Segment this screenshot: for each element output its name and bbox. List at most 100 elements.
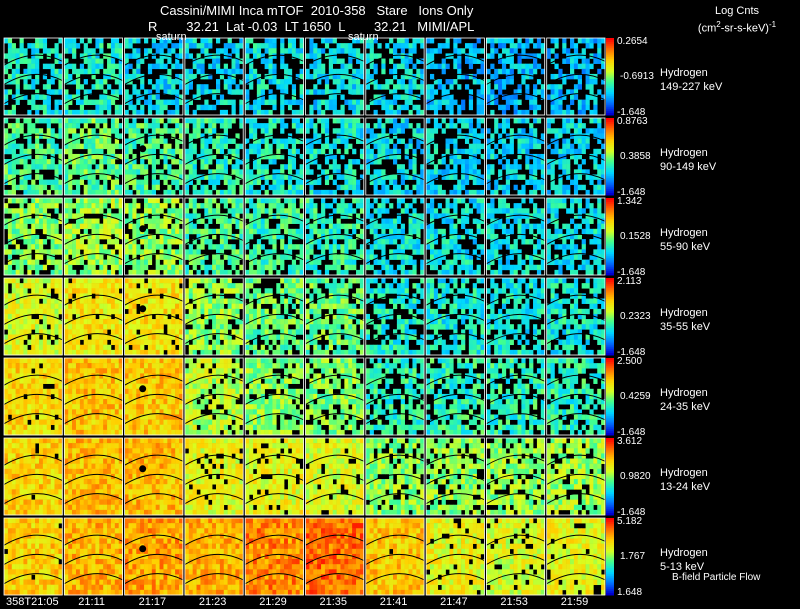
pixel-cell xyxy=(219,244,225,250)
pixel-cell xyxy=(31,58,36,64)
pixel-cell xyxy=(429,228,435,235)
pixel-cell xyxy=(393,73,398,80)
pixel-cell xyxy=(453,189,458,196)
pixel-cell xyxy=(272,68,277,75)
pixel-cell xyxy=(416,179,421,186)
image-panel xyxy=(425,197,485,276)
pixel-cell xyxy=(400,228,405,235)
pixel-cell xyxy=(396,123,402,129)
pixel-cell xyxy=(348,58,353,64)
pixel-cell xyxy=(227,179,232,186)
pixel-cell xyxy=(385,79,390,85)
pixel-cell xyxy=(317,79,322,85)
pixel-cell xyxy=(140,164,145,170)
pixel-cell xyxy=(50,249,55,255)
pixel-cell xyxy=(42,104,48,111)
pixel-cell xyxy=(577,148,582,155)
pixel-cell xyxy=(110,259,116,266)
pixel-cell xyxy=(151,118,156,124)
pixel-cell xyxy=(128,128,133,134)
pixel-cell xyxy=(521,259,526,266)
pixel-cell xyxy=(324,79,330,85)
pixel-cell xyxy=(393,184,398,191)
pixel-cell xyxy=(103,259,108,266)
pixel-cell xyxy=(219,99,225,106)
pixel-cell xyxy=(585,203,590,209)
pixel-cell xyxy=(167,233,172,240)
pixel-cell xyxy=(550,118,555,124)
pixel-cell xyxy=(159,223,164,230)
pixel-cell xyxy=(295,233,300,240)
pixel-cell xyxy=(589,118,594,124)
pixel-cell xyxy=(521,208,526,214)
pixel-cell xyxy=(87,269,92,276)
pixel-cell xyxy=(95,123,100,129)
pixel-cell xyxy=(554,94,559,100)
pixel-cell xyxy=(404,169,409,175)
pixel-cell xyxy=(558,259,563,266)
panel-border xyxy=(124,197,184,276)
pixel-cell xyxy=(27,128,32,134)
pixel-cell xyxy=(107,198,112,204)
pixel-cell xyxy=(11,249,16,255)
pixel-cell xyxy=(192,164,197,170)
pixel-cell xyxy=(468,198,474,204)
pixel-cell xyxy=(144,179,149,186)
pixel-cell xyxy=(227,123,232,129)
pixel-cell xyxy=(408,254,413,260)
pixel-cell xyxy=(99,249,104,255)
field-contour xyxy=(486,234,545,245)
pixel-cell xyxy=(593,148,598,155)
pixel-cell xyxy=(124,123,129,129)
pixel-cell xyxy=(128,94,133,100)
pixel-cell xyxy=(31,48,36,54)
pixel-cell xyxy=(252,179,258,186)
pixel-cell xyxy=(75,133,81,139)
pixel-cell xyxy=(159,264,164,271)
pixel-cell xyxy=(517,218,522,224)
colorbar-step xyxy=(606,209,614,212)
pixel-cell xyxy=(305,164,310,170)
pixel-cell xyxy=(566,233,571,240)
colorbar-step xyxy=(606,78,614,81)
pixel-cell xyxy=(188,43,193,49)
pixel-cell xyxy=(517,228,522,235)
pixel-cell xyxy=(87,58,92,64)
pixel-cell xyxy=(490,48,495,54)
pixel-cell xyxy=(494,48,499,54)
pixel-cell xyxy=(155,109,160,116)
pixel-cell xyxy=(400,48,405,54)
pixel-cell xyxy=(525,254,530,260)
pixel-cell xyxy=(533,249,538,255)
pixel-cell xyxy=(313,189,318,196)
pixel-cell xyxy=(215,189,221,196)
pixel-cell xyxy=(317,99,322,106)
pixel-cell xyxy=(276,148,281,155)
pixel-cell xyxy=(171,148,176,155)
pixel-cell xyxy=(287,138,293,144)
pixel-cell xyxy=(87,153,92,160)
pixel-cell xyxy=(256,179,262,186)
pixel-cell xyxy=(212,184,217,191)
pixel-cell xyxy=(486,174,491,180)
pixel-cell xyxy=(159,169,164,175)
pixel-cell xyxy=(184,223,190,230)
pixel-cell xyxy=(385,43,390,49)
pixel-cell xyxy=(393,123,398,129)
pixel-cell xyxy=(118,254,123,260)
pixel-cell xyxy=(369,249,374,255)
pixel-cell xyxy=(204,99,209,106)
pixel-cell xyxy=(167,48,172,54)
pixel-cell xyxy=(280,213,285,219)
field-contour xyxy=(244,253,304,265)
pixel-cell xyxy=(184,89,190,95)
pixel-cell xyxy=(35,148,40,155)
pixel-cell xyxy=(476,118,481,124)
pixel-cell xyxy=(295,244,300,250)
pixel-cell xyxy=(416,143,421,150)
pixel-cell xyxy=(192,123,197,129)
pixel-cell xyxy=(196,133,201,139)
pixel-cell xyxy=(468,228,474,235)
pixel-cell xyxy=(128,218,133,224)
pixel-cell xyxy=(11,189,16,196)
